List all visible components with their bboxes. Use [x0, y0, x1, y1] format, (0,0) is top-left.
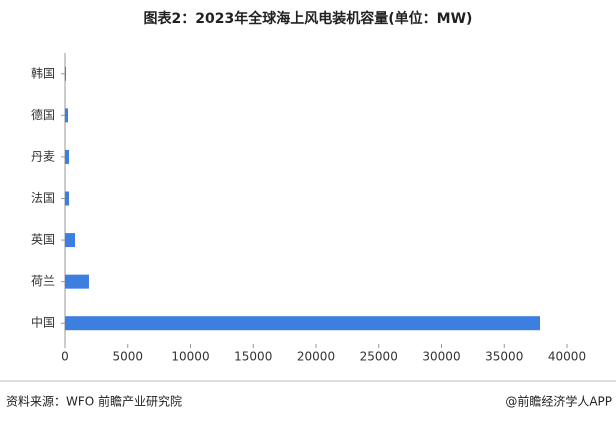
x-tick-label: 35000: [485, 350, 523, 364]
bar: [65, 274, 89, 289]
x-tick-label: 10000: [171, 350, 209, 364]
y-tick-label: 中国: [31, 315, 55, 330]
bar: [65, 108, 69, 123]
source: 资料来源：WFO 前瞻产业研究院: [6, 394, 182, 409]
x-tick-label: 20000: [297, 350, 335, 364]
x-tick-label: 5000: [112, 350, 143, 364]
x-tick-label: 0: [61, 350, 69, 364]
y-tick-label: 英国: [31, 233, 55, 247]
y-tick-label: 韩国: [31, 65, 55, 80]
bar: [65, 233, 76, 248]
bar: [65, 316, 541, 331]
chart-title: 图表2：2023年全球海上风电装机容量(单位：MW): [144, 10, 473, 27]
x-tick-label: 40000: [548, 350, 586, 364]
y-tick-label: 法国: [31, 191, 55, 205]
x-tick-label: 25000: [360, 350, 398, 364]
bar: [65, 66, 67, 81]
y-tick-label: 丹麦: [31, 149, 55, 163]
credit: @前瞻经济学人APP: [505, 394, 612, 409]
bar: [65, 191, 70, 206]
x-tick-label: 15000: [234, 350, 272, 364]
bar: [65, 149, 70, 164]
y-tick-label: 德国: [31, 107, 55, 122]
x-tick-label: 30000: [422, 350, 460, 364]
y-tick-label: 荷兰: [31, 274, 55, 288]
